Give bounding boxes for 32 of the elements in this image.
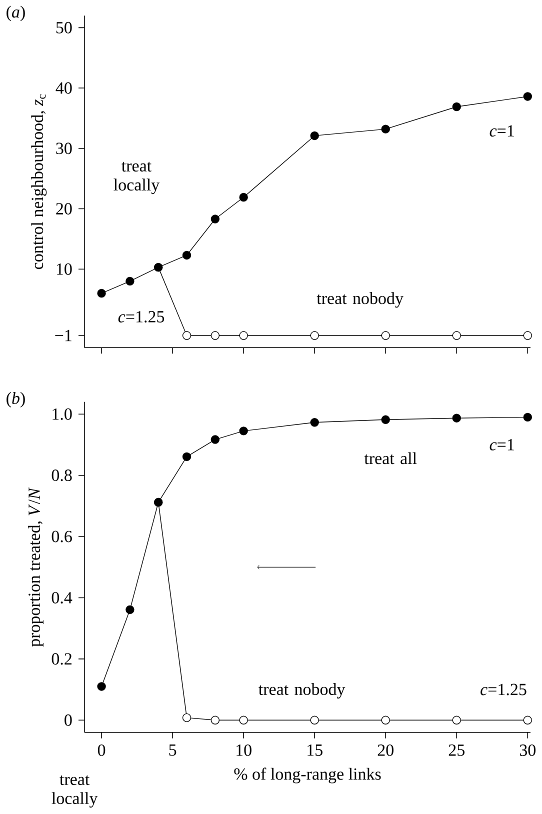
x-tick-label: 0	[98, 744, 106, 756]
annotation: treat nobody	[316, 292, 404, 308]
chart-title: (b)	[6, 392, 25, 408]
x-axis-title: % of long-range links	[234, 768, 381, 784]
x-tick-label: 5	[169, 744, 176, 756]
series-label: c=1.25	[480, 684, 526, 696]
y-axis-title: control neighbourhood, z$_{c}$	[31, 94, 47, 270]
annotation: treat all	[364, 452, 417, 464]
y-tick-label: 30	[56, 142, 72, 154]
y-tick-label: 0.2	[52, 653, 72, 665]
y-tick-label: −1	[55, 330, 72, 342]
annotation: treat locally	[114, 162, 160, 194]
x-tick-label: 10	[236, 744, 252, 756]
y-tick-label: 20	[56, 203, 72, 214]
x-tick-label: 15	[308, 744, 322, 756]
y-tick-label: 0.8	[52, 470, 72, 482]
y-tick-label: 0.4	[52, 592, 72, 604]
series-label: c=1	[490, 125, 514, 137]
series-label: c=1.25	[118, 311, 164, 323]
y-tick-label: 0	[64, 714, 72, 726]
y-tick-label: 1.0	[52, 408, 72, 420]
text: treat locally	[52, 775, 98, 808]
chart-title: (a)	[6, 6, 25, 22]
y-tick-label: 0.6	[52, 530, 72, 542]
x-tick-label: 30	[520, 744, 536, 756]
y-tick-label: 50	[56, 22, 72, 34]
x-tick-label: 20	[378, 744, 394, 756]
x-tick-label: 25	[448, 744, 464, 756]
series-label: c=1	[490, 439, 514, 450]
annotation: treat nobody	[258, 683, 346, 699]
y-tick-label: 10	[56, 263, 72, 275]
y-tick-label: 40	[56, 82, 72, 94]
